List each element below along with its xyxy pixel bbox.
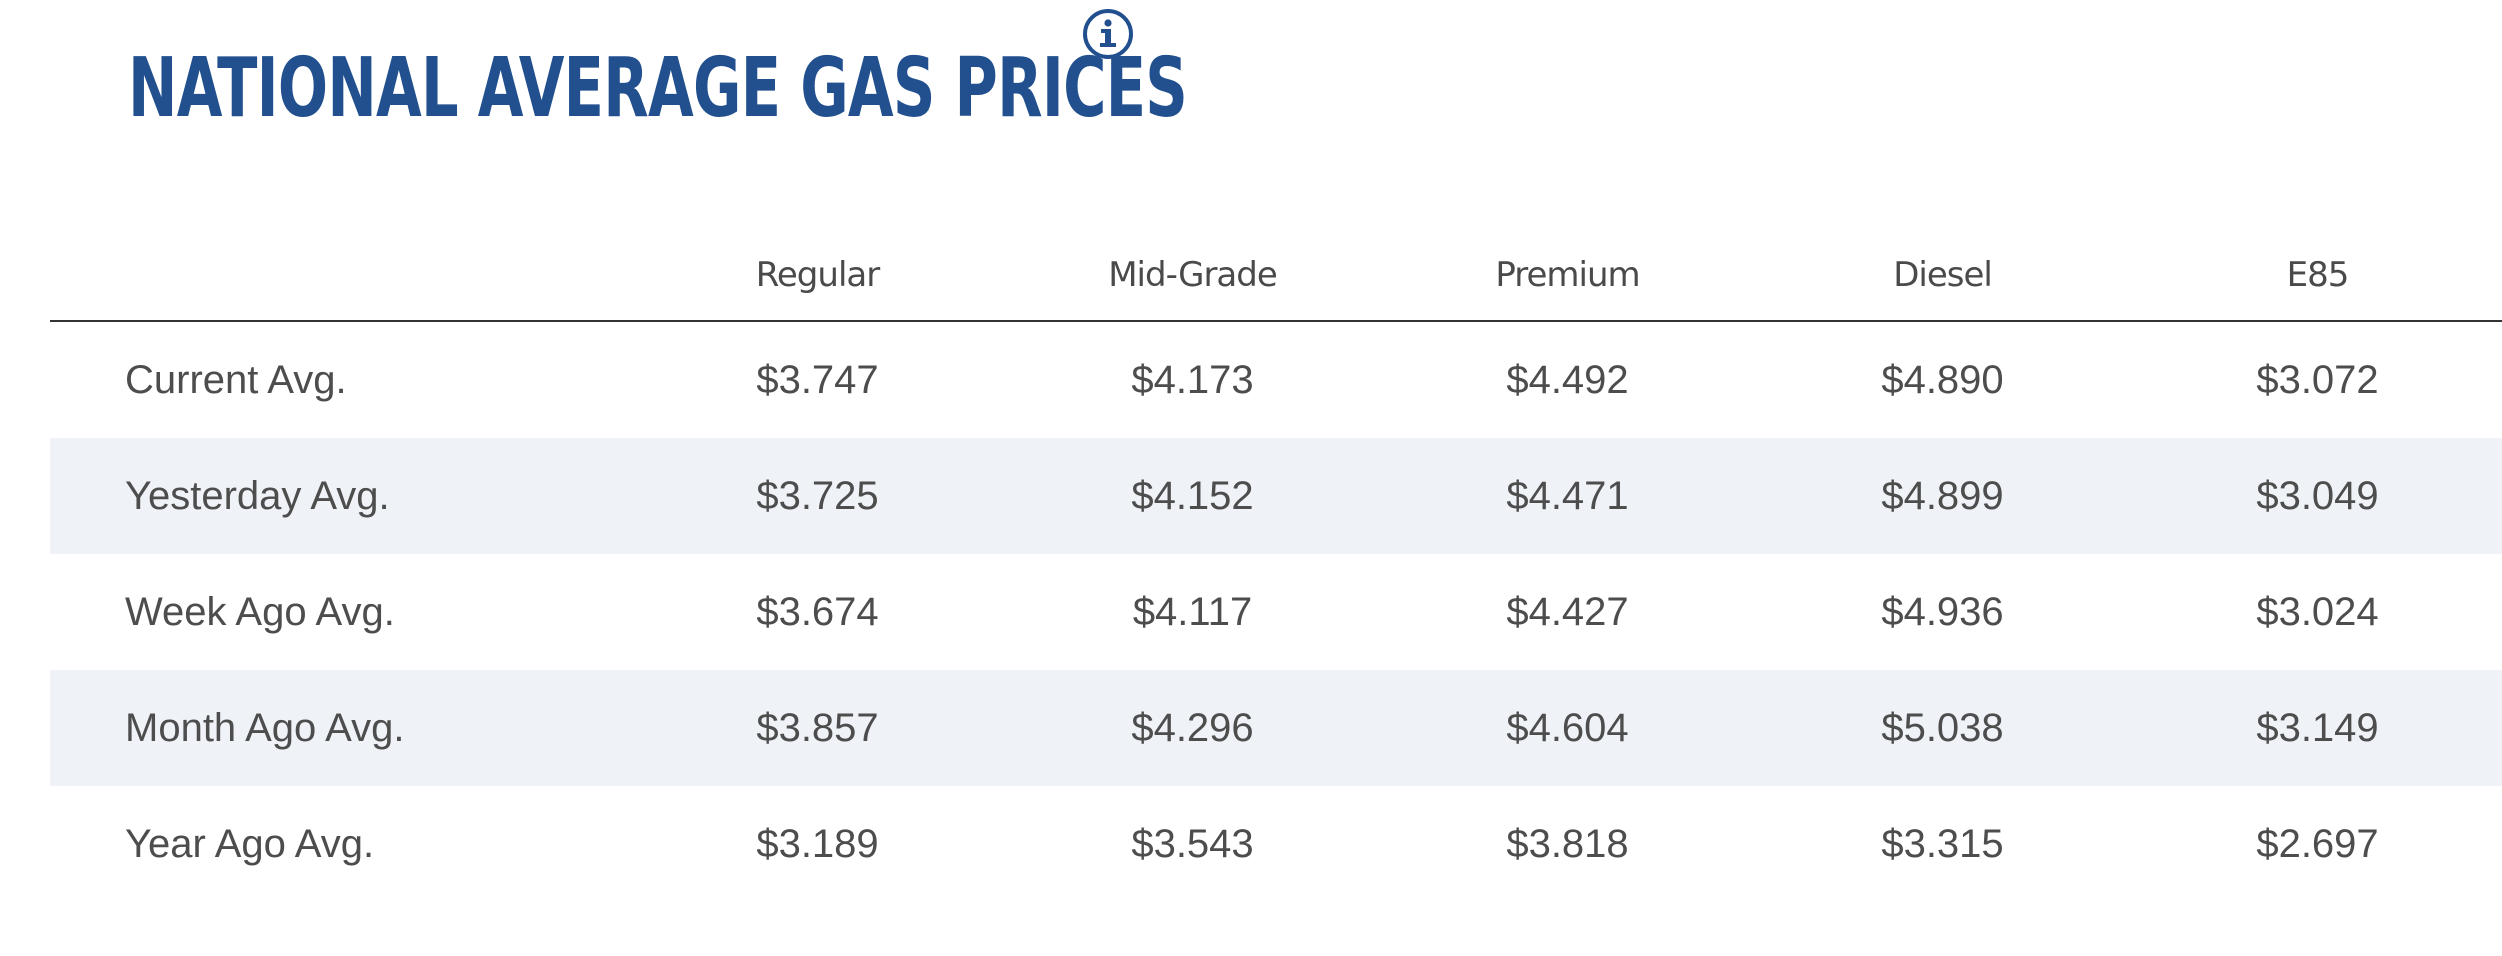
column-header-diesel: Diesel <box>1755 230 2130 322</box>
row-label: Yesterday Avg. <box>50 438 630 554</box>
price-cell: $4.173 <box>1131 357 1254 402</box>
price-cell: $2.697 <box>2256 821 2379 866</box>
price-cell: $3.725 <box>630 438 1005 554</box>
price-cell: $3.674 <box>756 589 879 634</box>
row-label: Year Ago Avg. <box>125 821 375 866</box>
column-header-mid-grade: Mid-Grade <box>1005 230 1380 322</box>
row-label: Current Avg. <box>125 357 347 402</box>
price-cell: $4.152 <box>1005 438 1380 554</box>
price-cell: $3.049 <box>2130 438 2502 554</box>
gas-price-table: Regular Mid-Grade Premium Diesel E85 Cur… <box>50 230 2502 902</box>
price-cell: $4.604 <box>1380 670 1755 786</box>
page-title: NATIONAL AVERAGE GAS PRICES <box>128 41 1188 136</box>
table-row: Yesterday Avg. $3.725 $4.152 $4.471 $4.8… <box>50 438 2502 554</box>
price-cell: $4.296 <box>1005 670 1380 786</box>
column-header-e85: E85 <box>2130 230 2502 322</box>
price-cell: $3.024 <box>2256 589 2379 634</box>
price-cell: $4.492 <box>1506 357 1629 402</box>
price-cell: $3.818 <box>1506 821 1629 866</box>
price-cell: $3.747 <box>756 357 879 402</box>
title-area: NATIONAL AVERAGE GAS PRICES <box>128 30 1599 150</box>
row-label: Month Ago Avg. <box>50 670 630 786</box>
price-cell: $5.038 <box>1755 670 2130 786</box>
price-cell: $4.890 <box>1881 357 2004 402</box>
price-cell: $4.427 <box>1506 589 1629 634</box>
row-label: Week Ago Avg. <box>125 589 395 634</box>
price-cell: $3.857 <box>630 670 1005 786</box>
price-cell: $3.149 <box>2130 670 2502 786</box>
table-header-row: Regular Mid-Grade Premium Diesel E85 <box>50 230 2502 322</box>
column-header-premium: Premium <box>1380 230 1755 322</box>
price-cell: $3.189 <box>756 821 879 866</box>
column-header-empty <box>50 230 630 322</box>
column-header-regular: Regular <box>630 230 1005 322</box>
table-row: Week Ago Avg. $3.674 $4.117 $4.427 $4.93… <box>50 554 2502 670</box>
price-cell: $4.936 <box>1881 589 2004 634</box>
price-cell: $3.315 <box>1881 821 2004 866</box>
price-cell: $3.543 <box>1131 821 1254 866</box>
table-row: Year Ago Avg. $3.189 $3.543 $3.818 $3.31… <box>50 786 2502 902</box>
table-row: Current Avg. $3.747 $4.173 $4.492 $4.890… <box>50 321 2502 438</box>
table-row: Month Ago Avg. $3.857 $4.296 $4.604 $5.0… <box>50 670 2502 786</box>
info-circle-icon[interactable] <box>1082 8 1134 60</box>
price-cell: $4.471 <box>1380 438 1755 554</box>
price-cell: $4.899 <box>1755 438 2130 554</box>
price-cell: $3.072 <box>2256 357 2379 402</box>
price-cell: $4.117 <box>1132 589 1253 634</box>
